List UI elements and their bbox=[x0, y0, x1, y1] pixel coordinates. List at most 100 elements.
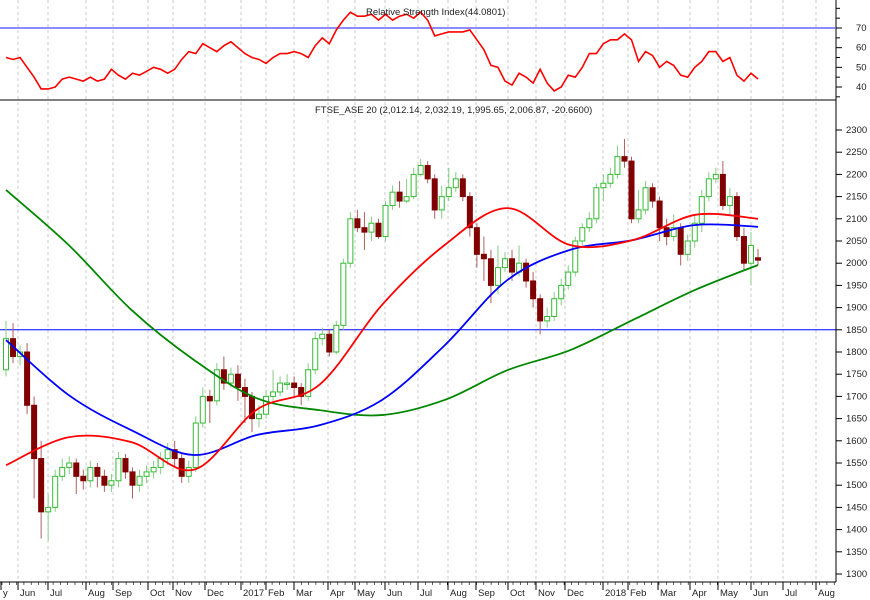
candle-body bbox=[600, 182, 607, 189]
x-tick-label: Feb bbox=[268, 588, 284, 599]
candle-up bbox=[143, 465, 150, 483]
candle-body bbox=[206, 395, 213, 402]
candle-body bbox=[45, 506, 52, 513]
candle-up bbox=[164, 443, 171, 466]
candle-body bbox=[3, 338, 9, 371]
candle-body bbox=[333, 324, 340, 353]
price-y-tick-label: 1800 bbox=[846, 347, 867, 358]
price-y-tick-label: 2050 bbox=[846, 236, 867, 247]
candle-body bbox=[213, 369, 220, 402]
x-tick-label: Aug bbox=[818, 588, 835, 599]
candle-down bbox=[171, 440, 178, 468]
x-tick-label: Jul bbox=[785, 588, 797, 599]
candle-up bbox=[108, 474, 115, 492]
candle-up bbox=[403, 178, 410, 204]
candle-body bbox=[185, 466, 192, 477]
x-tick-label: May bbox=[720, 588, 738, 599]
candle-body bbox=[417, 165, 424, 175]
candle-up bbox=[572, 236, 579, 277]
candle-body bbox=[256, 413, 263, 420]
candle-body bbox=[726, 196, 733, 206]
candle-down bbox=[755, 248, 761, 266]
candle-down bbox=[220, 356, 227, 390]
candle-down bbox=[431, 174, 438, 219]
x-tick-label: Jul bbox=[420, 588, 432, 599]
x-tick-label: Aug bbox=[450, 588, 467, 599]
candle-up bbox=[558, 278, 565, 306]
price-y-tick-label: 2100 bbox=[846, 214, 867, 225]
candle-up bbox=[340, 258, 347, 330]
candle-down bbox=[94, 463, 101, 488]
x-tick-label: 2017 bbox=[243, 588, 264, 599]
candle-up bbox=[312, 332, 319, 375]
price-title: FTSE_ASE 20 (2,012.14, 2,032.19, 1,995.6… bbox=[315, 105, 592, 116]
candle-body bbox=[466, 196, 473, 229]
candle-up bbox=[389, 185, 396, 210]
candle-body bbox=[410, 173, 417, 198]
candle-up bbox=[319, 327, 326, 346]
price-y-tick-label: 1300 bbox=[846, 569, 867, 580]
candle-body bbox=[740, 236, 747, 264]
candle-body bbox=[143, 471, 150, 477]
gridlines bbox=[17, 0, 817, 582]
candle-body bbox=[684, 240, 691, 255]
price-y-tick-label: 1900 bbox=[846, 303, 867, 314]
price-y-tick-label: 2150 bbox=[846, 192, 867, 203]
candle-down bbox=[459, 174, 466, 202]
candle-body bbox=[178, 458, 185, 477]
price-y-tick-label: 2200 bbox=[846, 169, 867, 180]
candle-body bbox=[607, 173, 614, 184]
candle-body bbox=[305, 369, 312, 397]
candle-body bbox=[551, 298, 558, 317]
candle-body bbox=[755, 257, 761, 261]
candle-up bbox=[445, 167, 452, 202]
candle-body bbox=[572, 240, 579, 273]
candle-up bbox=[705, 172, 712, 202]
candle-body bbox=[220, 369, 227, 384]
x-tick-label: Aug bbox=[88, 588, 105, 599]
price-y-tick-label: 1700 bbox=[846, 391, 867, 402]
candle-down bbox=[24, 343, 31, 415]
candle-down bbox=[375, 218, 382, 239]
candle-body bbox=[487, 258, 494, 286]
candle-body bbox=[509, 258, 516, 273]
candle-down bbox=[38, 440, 45, 539]
x-tick-label: Apr bbox=[330, 588, 345, 599]
candle-down bbox=[649, 183, 656, 208]
candle-body bbox=[452, 178, 459, 189]
candle-body bbox=[354, 218, 361, 229]
candle-body bbox=[698, 196, 705, 224]
price-y-tick-label: 1650 bbox=[846, 414, 867, 425]
candle-body bbox=[677, 227, 684, 255]
candle-down bbox=[80, 469, 87, 490]
x-tick-label: Mar bbox=[296, 588, 312, 599]
candle-body bbox=[31, 404, 38, 460]
candle-up bbox=[635, 189, 642, 224]
candle-body bbox=[747, 244, 754, 264]
candle-down bbox=[473, 223, 480, 268]
candle-body bbox=[136, 475, 143, 486]
candle-up bbox=[607, 167, 614, 188]
rsi-line bbox=[5, 11, 759, 92]
rsi-title: Relative Strength Index(44.0801) bbox=[366, 7, 505, 18]
candle-up bbox=[284, 374, 291, 390]
candle-body bbox=[424, 165, 431, 180]
candle-body bbox=[523, 262, 530, 282]
candle-body bbox=[403, 196, 410, 202]
price-y-tick-label: 1550 bbox=[846, 458, 867, 469]
price-y-tick-label: 1950 bbox=[846, 280, 867, 291]
candle-body bbox=[501, 258, 508, 269]
candle-body bbox=[227, 373, 234, 384]
rsi-y-tick-label: 70 bbox=[856, 23, 867, 34]
candle-down bbox=[628, 156, 635, 224]
candle-up bbox=[382, 201, 389, 241]
candle-body bbox=[586, 218, 593, 229]
candle-body bbox=[319, 333, 326, 340]
candle-up bbox=[52, 469, 59, 512]
candle-body bbox=[691, 222, 698, 242]
candle-body bbox=[558, 284, 565, 300]
x-tick-label: Sep bbox=[478, 588, 495, 599]
candle-up bbox=[579, 223, 586, 246]
candle-up bbox=[565, 265, 572, 290]
candle-down bbox=[740, 227, 747, 270]
